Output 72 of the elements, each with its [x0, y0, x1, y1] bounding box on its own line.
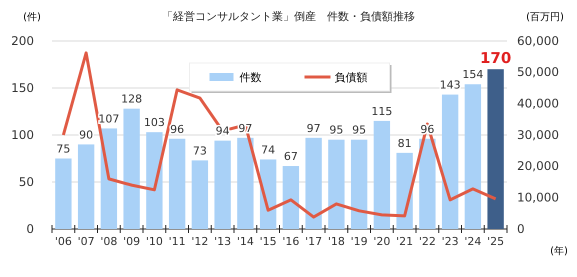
x-tick-label: '10	[146, 234, 163, 248]
x-tick-label: '08	[100, 234, 118, 248]
x-tick-label: '22	[418, 234, 436, 248]
x-tick-label: '13	[214, 234, 232, 248]
data-label: 75	[56, 142, 70, 156]
bar	[305, 138, 322, 229]
data-label: 95	[329, 124, 344, 137]
bar	[328, 140, 345, 229]
data-label: 74	[261, 143, 276, 156]
y-tick-label: 100	[11, 128, 34, 142]
bar	[123, 108, 140, 229]
y-tick-label: 0	[26, 222, 34, 236]
x-tick-label: '16	[282, 234, 300, 248]
y-axis-title: (件)	[23, 12, 41, 23]
data-label: 96	[170, 122, 184, 136]
bar	[350, 140, 368, 229]
x-tick-label: '12	[191, 234, 208, 248]
x-tick-label: '11	[168, 234, 186, 248]
bar	[419, 138, 436, 229]
bar	[464, 84, 482, 229]
bar	[214, 140, 231, 229]
bar	[237, 138, 254, 229]
y2-tick-label: 30,000	[517, 128, 559, 142]
x-tick-label: '07	[78, 234, 95, 248]
x-tick-label: '20	[373, 234, 390, 248]
y2-tick-label: 0	[517, 222, 525, 236]
data-label: 103	[144, 116, 165, 130]
bar	[78, 144, 94, 229]
x-tick-label: '14	[236, 234, 254, 248]
data-label: 143	[440, 78, 461, 92]
data-label: 170	[480, 49, 512, 68]
x-axis-title: (年)	[550, 245, 568, 257]
y2-tick-label: 10,000	[517, 190, 559, 205]
data-label: 128	[121, 92, 142, 106]
data-label: 81	[398, 136, 412, 150]
bar	[192, 160, 208, 229]
legend-label: 負債額	[334, 71, 368, 84]
data-label: 67	[284, 150, 298, 164]
bar	[282, 166, 300, 229]
bar	[487, 69, 504, 229]
y2-tick-label: 60,000	[517, 34, 559, 48]
bar	[168, 138, 186, 229]
legend-label: 件数	[240, 71, 262, 84]
x-tick-label: '15	[260, 234, 277, 248]
data-label: 115	[371, 104, 392, 118]
data-label: 73	[192, 144, 207, 158]
data-label: 97	[306, 122, 321, 135]
y2-tick-label: 20,000	[517, 159, 559, 174]
x-tick-label: '25	[487, 234, 504, 248]
y-tick-label: 200	[11, 34, 34, 48]
x-tick-label: '24	[464, 234, 482, 248]
x-tick-label: '21	[396, 234, 414, 248]
y-tick-label: 150	[11, 80, 34, 95]
y2-tick-label: 40,000	[517, 96, 559, 111]
x-tick-label: '23	[442, 234, 459, 248]
x-tick-label: '09	[123, 234, 140, 248]
x-tick-label: '18	[328, 234, 345, 248]
bar	[442, 94, 458, 229]
bar	[55, 158, 72, 229]
bar	[374, 120, 390, 229]
y2-tick-label: 50,000	[517, 65, 559, 80]
data-label: 95	[352, 124, 366, 137]
x-tick-label: '19	[350, 234, 368, 248]
y-tick-label: 50	[18, 174, 34, 189]
data-label: 90	[79, 128, 94, 142]
data-label: 154	[462, 68, 484, 82]
chart-title: 「経営コンサルタント業」倒産 件数・負債額推移	[162, 10, 415, 23]
bar	[146, 132, 163, 229]
y2-axis-title: (百万円)	[526, 12, 564, 23]
x-tick-label: '06	[54, 234, 72, 248]
x-tick-label: '17	[305, 234, 322, 248]
data-label: 107	[98, 112, 120, 126]
